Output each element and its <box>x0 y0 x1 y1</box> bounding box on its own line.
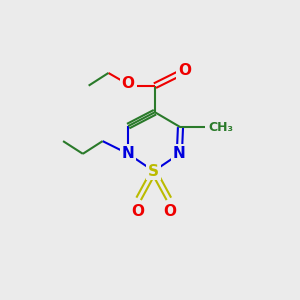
Text: S: S <box>148 164 159 178</box>
Text: O: O <box>122 76 135 91</box>
Text: CH₃: CH₃ <box>208 121 233 134</box>
Text: N: N <box>122 146 135 161</box>
Text: O: O <box>178 63 191 78</box>
Text: O: O <box>131 204 144 219</box>
Text: O: O <box>164 204 176 219</box>
Text: N: N <box>173 146 186 161</box>
